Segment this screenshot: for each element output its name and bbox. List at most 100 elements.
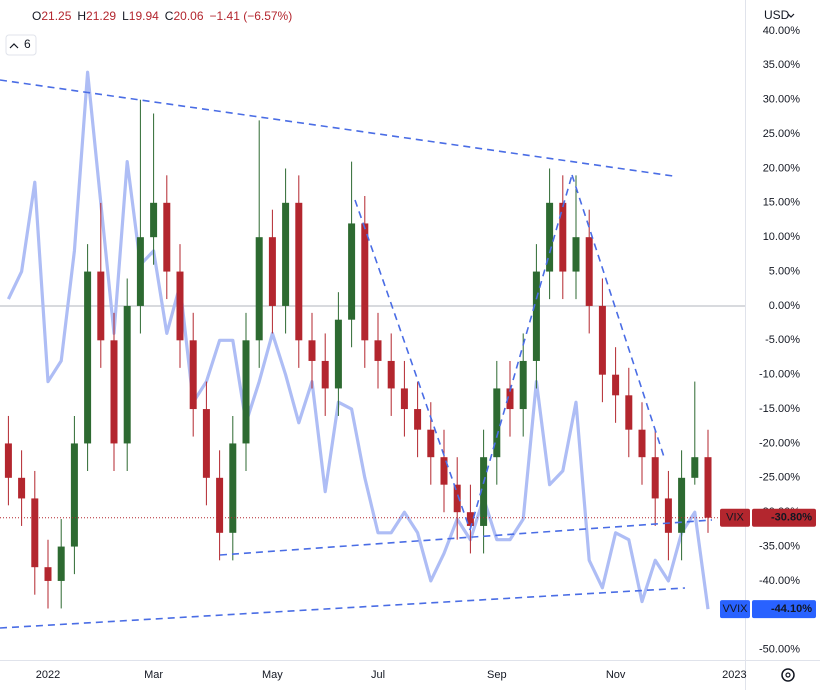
candle-body <box>97 271 105 341</box>
candle-body <box>4 443 12 478</box>
candle-body <box>691 457 699 478</box>
series-name: VVIX <box>722 603 748 615</box>
candle-body <box>295 202 303 341</box>
trendline <box>469 174 573 531</box>
x-tick-label: Mar <box>144 669 163 681</box>
settings-icon[interactable] <box>781 668 795 682</box>
y-tick-label: -20.00% <box>759 437 800 449</box>
candle-body <box>268 237 276 306</box>
indicator-toggle[interactable] <box>5 34 37 56</box>
ohlc-value: 21.25 <box>41 9 71 23</box>
candle-body <box>532 271 540 361</box>
candle-body <box>414 409 422 430</box>
chevron-icon <box>9 43 19 49</box>
y-tick-label: -5.00% <box>765 334 800 346</box>
y-tick-label: -15.00% <box>759 403 800 415</box>
series-name-tag <box>720 508 750 527</box>
candle-body <box>493 388 501 458</box>
trendline <box>354 199 471 531</box>
candle-body <box>216 477 224 533</box>
price-tag <box>752 508 816 527</box>
y-tick-label: 35.00% <box>763 59 801 71</box>
candle-body <box>387 360 395 389</box>
candle-body <box>559 202 567 272</box>
change: −1.41 (−6.57%) <box>210 9 293 23</box>
ohlc-readout: O21.25 H21.29 L19.94 C20.06 −1.41 (−6.57%) <box>32 9 292 23</box>
candle-body <box>466 512 474 526</box>
vvix-line <box>6 70 710 610</box>
trendlines <box>0 79 713 629</box>
y-tick-label: 25.00% <box>763 128 801 140</box>
x-tick-label: Sep <box>487 669 507 681</box>
x-tick-label: May <box>262 669 283 681</box>
candle-body <box>255 237 263 341</box>
candle-body <box>242 340 250 444</box>
series-name: VIX <box>726 512 744 524</box>
x-tick-label: Jul <box>371 669 385 681</box>
candle-body <box>625 395 633 430</box>
header-legend: O21.25 H21.29 L19.94 C20.06 −1.41 (−6.57%) 6… <box>5 8 795 56</box>
trendline <box>219 519 713 556</box>
candle-body <box>519 360 527 410</box>
candle-body <box>348 223 356 320</box>
candle-body <box>229 443 237 533</box>
ohlc-label: O <box>32 9 41 23</box>
candle-body <box>31 498 39 568</box>
y-tick-label: 0.00% <box>769 300 800 312</box>
x-tick-label: 2023 <box>722 669 746 681</box>
candle-body <box>176 271 184 341</box>
candle-body <box>308 340 316 361</box>
candle-body <box>202 409 210 478</box>
candle-body <box>585 237 593 306</box>
y-tick-label: 15.00% <box>763 197 801 209</box>
candle-body <box>189 340 197 410</box>
currency-chevron <box>787 13 795 18</box>
x-tick-label: 2022 <box>36 669 60 681</box>
candle-body <box>361 223 369 341</box>
axes: -50.00%-45.00%-40.00%-35.00%-30.00%-25.0… <box>36 25 816 681</box>
y-tick-label: -50.00% <box>759 644 800 656</box>
currency[interactable]: USD <box>764 8 790 22</box>
y-tick-label: 5.00% <box>769 265 800 277</box>
candle-body <box>321 360 329 389</box>
y-tick-label: -25.00% <box>759 472 800 484</box>
ohlc-value: 20.06 <box>173 9 203 23</box>
candle-body <box>638 429 646 458</box>
candle-body <box>44 567 52 581</box>
ohlc-label: H <box>77 9 86 23</box>
y-tick-label: -40.00% <box>759 575 800 587</box>
candle-body <box>57 546 65 581</box>
y-tick-label: -10.00% <box>759 369 800 381</box>
gear <box>781 668 795 682</box>
candle-body <box>110 340 118 444</box>
price-tag-label: -44.10% <box>771 603 812 615</box>
candle-body <box>334 319 342 389</box>
candle-body <box>163 202 171 272</box>
candle-body <box>123 305 131 444</box>
plot-area <box>0 70 745 610</box>
candle-body <box>136 237 144 306</box>
candle-body <box>440 457 448 485</box>
candle-body <box>453 484 461 513</box>
y-tick-label: -35.00% <box>759 540 800 552</box>
candle-body <box>84 271 92 444</box>
candle-body <box>427 429 435 458</box>
candle-body <box>150 202 158 238</box>
candle-body <box>400 388 408 410</box>
candle-body <box>282 202 290 306</box>
candle-body <box>572 237 580 272</box>
price-tag <box>752 600 816 619</box>
trendline <box>0 587 686 629</box>
y-tick-label: 40.00% <box>763 25 801 37</box>
price-tag-label: -30.80% <box>771 512 812 524</box>
candle-body <box>18 477 26 499</box>
candle-body <box>506 388 514 410</box>
trendline <box>0 79 674 177</box>
candle-body <box>651 457 659 499</box>
ohlc-value: 21.29 <box>86 9 116 23</box>
ohlc-value: 19.94 <box>129 9 159 23</box>
indicator-count: 6 <box>24 37 31 51</box>
ohlc-label: L <box>122 9 129 23</box>
